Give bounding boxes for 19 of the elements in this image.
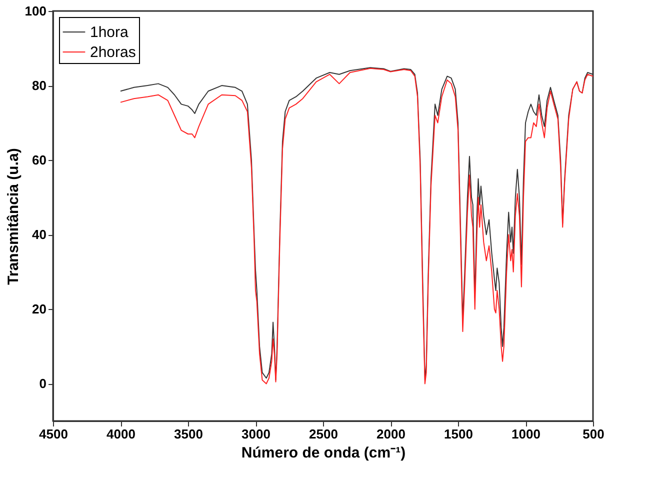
x-tick-label: 1000 — [512, 426, 540, 442]
y-tick-label: 60 — [32, 152, 46, 168]
x-tick-label: 2000 — [376, 426, 406, 442]
y-axis-title: Transmitância (u.a) — [4, 148, 22, 285]
y-tick-label: 40 — [32, 227, 46, 242]
x-axis-title: Número de onda (cm⁻¹) — [241, 444, 406, 462]
y-tick-label: 80 — [32, 78, 46, 94]
y-tick-label: 100 — [24, 4, 46, 18]
x-tick-label: 3500 — [174, 426, 203, 442]
y-tick-label: 0 — [39, 376, 46, 392]
legend-label: 2horas — [90, 44, 136, 61]
x-tick-label: 4500 — [39, 426, 68, 442]
legend-label: 1hora — [90, 24, 130, 41]
x-tick-label: 3000 — [242, 426, 270, 442]
x-tick-label: 2500 — [309, 426, 338, 442]
x-tick-label: 4000 — [106, 426, 136, 442]
x-tick-label: 1500 — [444, 426, 473, 442]
x-tick-label: 500 — [582, 426, 604, 442]
y-tick-label: 20 — [32, 302, 46, 317]
